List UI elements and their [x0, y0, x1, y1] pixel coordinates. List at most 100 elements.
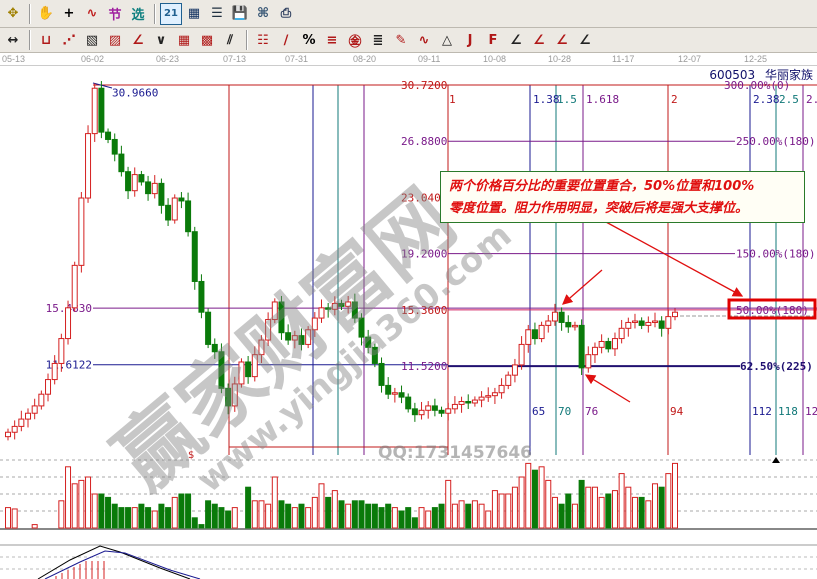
- rect-icon[interactable]: ⊔: [40, 32, 52, 48]
- grid-select-icon[interactable]: ▩: [200, 32, 214, 48]
- j-line-icon[interactable]: J: [467, 32, 473, 48]
- gann-fan-icon[interactable]: ▨: [108, 32, 122, 48]
- candle-body: [498, 384, 505, 394]
- si-line-icon[interactable]: ∠: [579, 32, 591, 48]
- volume-bar: [398, 510, 405, 529]
- volume-bar: [31, 524, 38, 529]
- notes-icon[interactable]: ☰: [211, 6, 223, 21]
- annotation-box[interactable]: 两个价格百分比的重要位置重合，50%位置和100% 零度位置。阻力作用明显，突破…: [440, 171, 805, 223]
- candle: [171, 194, 178, 224]
- time-count-label: 12: [805, 405, 817, 418]
- fan-icon[interactable]: ⋰: [62, 32, 76, 48]
- volume-bar: [345, 503, 352, 529]
- volume-bar: [78, 479, 85, 529]
- volume-bar: [118, 507, 125, 529]
- price-label: 11.5200: [401, 360, 447, 373]
- candle-body: [538, 324, 545, 340]
- save-icon[interactable]: 💾: [231, 6, 249, 21]
- parallel-icon[interactable]: ⫽: [227, 32, 233, 48]
- date-axis: 05-13 06-02 06-23 07-13 07-31 08-20 09-11 10-08…: [0, 53, 817, 66]
- volume-bar: [598, 496, 605, 529]
- percent-line-icon[interactable]: ∕: [283, 32, 289, 48]
- calculator-icon[interactable]: ▦: [187, 6, 201, 21]
- gold-line-icon[interactable]: ≣: [372, 32, 384, 48]
- candle: [238, 358, 245, 388]
- volume-bar: [191, 517, 198, 529]
- hand-icon[interactable]: ✋: [37, 6, 55, 21]
- lian-line-icon[interactable]: ∠: [533, 32, 545, 48]
- percent-level-icon[interactable]: ≡: [326, 32, 338, 48]
- volume-bar: [278, 500, 285, 529]
- connect-icon[interactable]: ⎙: [280, 6, 292, 21]
- line-draw-icon[interactable]: ∿: [86, 6, 98, 21]
- candle: [138, 170, 145, 186]
- volume-bar: [471, 500, 478, 529]
- volume-bar: [225, 510, 232, 529]
- candle-body: [425, 405, 432, 411]
- stock-pick-icon[interactable]: 选: [131, 8, 145, 23]
- candle: [18, 410, 25, 432]
- x-tick-label: 12-07: [678, 54, 702, 64]
- calendar-icon[interactable]: 21: [160, 2, 182, 25]
- candle-body: [418, 409, 425, 416]
- f-line-icon[interactable]: F: [488, 32, 498, 48]
- volume-bar: [638, 496, 645, 529]
- angle-icon[interactable]: ∠: [132, 32, 144, 48]
- gold-circle-icon[interactable]: ㊎: [348, 34, 362, 50]
- x-tick-label: 10-08: [483, 54, 507, 64]
- stock-title: 600503 华丽家族: [709, 66, 813, 83]
- volume-bar: [578, 479, 585, 529]
- volume-bar: [558, 503, 565, 529]
- candle-body: [298, 335, 305, 345]
- network-icon[interactable]: ⌘: [256, 6, 270, 21]
- wave-icon[interactable]: ∨: [155, 32, 167, 48]
- candle-body: [105, 131, 112, 140]
- candle-body: [545, 320, 552, 326]
- candle: [625, 317, 632, 337]
- grid-icon[interactable]: ▦: [177, 32, 191, 48]
- time-ratio-label: 2.5: [779, 93, 799, 106]
- candle: [611, 332, 618, 356]
- fit-width-icon[interactable]: ↔: [7, 32, 19, 48]
- candle: [45, 373, 52, 402]
- candle-body: [85, 133, 92, 199]
- section-icon[interactable]: 节: [108, 8, 122, 23]
- gann-box-icon[interactable]: ▧: [85, 32, 99, 48]
- move-icon[interactable]: ✥: [7, 6, 19, 21]
- crosshair-icon[interactable]: +: [63, 6, 75, 21]
- candle-body: [278, 301, 285, 334]
- volume-bar: [525, 462, 532, 529]
- candle: [145, 175, 152, 201]
- volume-bar: [251, 500, 258, 529]
- time-count-label: 76: [585, 405, 598, 418]
- pen-icon[interactable]: ✎: [395, 32, 407, 48]
- candle-body: [251, 354, 258, 378]
- gold-tri-icon[interactable]: △: [442, 32, 452, 48]
- candle: [78, 192, 85, 273]
- sine-icon[interactable]: ∿: [418, 32, 430, 48]
- gold-red-icon[interactable]: ∠: [556, 32, 568, 48]
- candle-body: [391, 392, 398, 395]
- candle: [558, 307, 565, 331]
- candle: [58, 333, 65, 372]
- volume-bar: [531, 469, 538, 529]
- annotation-arrow: [584, 374, 631, 403]
- candle: [285, 324, 292, 345]
- candle: [551, 303, 558, 326]
- volume-bar: [571, 503, 578, 529]
- candle-body: [225, 387, 232, 407]
- candle-body: [118, 153, 125, 173]
- percent-icon[interactable]: %: [302, 32, 316, 48]
- candle-body: [45, 379, 52, 395]
- candle: [445, 402, 452, 421]
- time-ratio-label: 2.6: [806, 93, 817, 106]
- volume-bar: [325, 496, 332, 529]
- candle-body: [491, 392, 498, 397]
- candle-body: [305, 329, 312, 345]
- volume-bar: [672, 462, 678, 529]
- annotation-line-2: 零度位置。阻力作用明显，突破后将是强大支撑位。: [449, 201, 749, 216]
- candle-body: [65, 307, 72, 340]
- table-icon[interactable]: ☷: [257, 32, 269, 48]
- gold-angle-icon[interactable]: ∠: [510, 32, 522, 48]
